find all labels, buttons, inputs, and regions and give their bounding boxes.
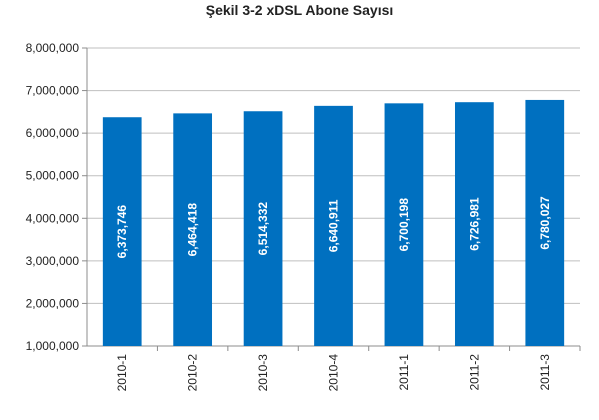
y-tick-label: 6,000,000 xyxy=(26,126,80,140)
x-tick-label: 2011-3 xyxy=(538,354,552,391)
bar-data-label: 6,780,027 xyxy=(538,196,552,250)
y-tick-label: 3,000,000 xyxy=(26,254,80,268)
bar xyxy=(314,105,353,346)
x-tick-label: 2010-3 xyxy=(256,354,270,392)
bar xyxy=(243,111,283,346)
bar-data-label: 6,726,981 xyxy=(467,197,481,251)
x-tick-label: 2010-1 xyxy=(115,354,129,392)
y-tick-label: 5,000,000 xyxy=(26,169,80,183)
x-tick-label: 2010-2 xyxy=(186,354,200,392)
bar-data-label: 6,700,198 xyxy=(397,198,411,252)
bar-data-label: 6,514,332 xyxy=(256,202,270,256)
y-tick-label: 7,000,000 xyxy=(26,84,80,98)
chart-title: Şekil 3-2 xDSL Abone Sayısı xyxy=(205,2,394,18)
y-tick-label: 4,000,000 xyxy=(26,211,80,225)
x-tick-label: 2011-2 xyxy=(467,354,481,391)
bar xyxy=(173,113,213,346)
bar-data-label: 6,373,746 xyxy=(115,205,129,259)
bar xyxy=(102,117,142,346)
x-tick-label: 2010-4 xyxy=(327,354,341,392)
bar xyxy=(454,102,494,346)
bar xyxy=(525,99,565,346)
bar xyxy=(384,103,424,346)
bar-data-label: 6,464,418 xyxy=(186,203,200,257)
bar-data-label: 6,640,911 xyxy=(327,199,341,252)
y-tick-label: 2,000,000 xyxy=(26,296,80,310)
y-tick-label: 8,000,000 xyxy=(26,41,80,55)
x-tick-label: 2011-1 xyxy=(397,354,411,391)
y-tick-label: 1,000,000 xyxy=(26,339,80,353)
